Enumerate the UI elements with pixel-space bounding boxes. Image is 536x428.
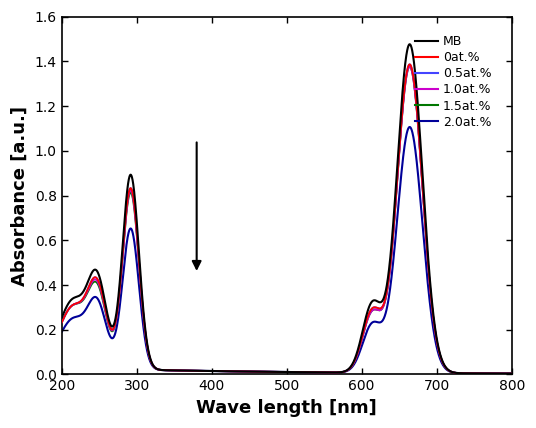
X-axis label: Wave length [nm]: Wave length [nm] <box>196 399 377 417</box>
Y-axis label: Absorbance [a.u.]: Absorbance [a.u.] <box>11 106 29 285</box>
Legend: MB, 0at.%, 0.5at.%, 1.0at.%, 1.5at.%, 2.0at.%: MB, 0at.%, 0.5at.%, 1.0at.%, 1.5at.%, 2.… <box>411 30 496 134</box>
